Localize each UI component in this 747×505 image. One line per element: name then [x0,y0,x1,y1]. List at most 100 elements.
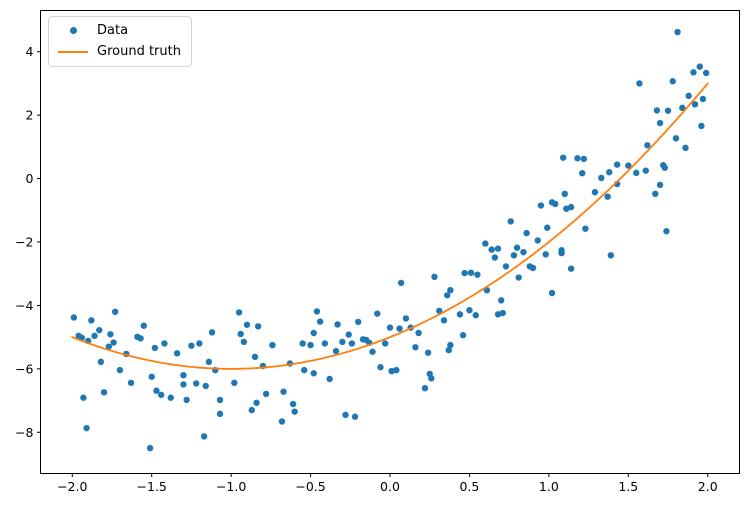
scatter-point [574,155,581,162]
scatter-point [702,69,710,77]
y-axis-tick-label: 2 [26,108,34,123]
scatter-point [591,189,599,196]
scatter-point [161,340,168,347]
scatter-point [140,322,147,329]
scatter-point [674,28,681,36]
y-axis-tick-label: −6 [15,361,33,376]
scatter-point [388,367,395,375]
scatter-point [280,388,287,395]
scatter-point [334,321,341,328]
x-axis-tick-label: −2.0 [57,479,87,494]
scatter-point [167,394,174,401]
scatter-point [691,101,699,108]
scatter-point [559,154,567,161]
ground-truth-curve [71,82,709,370]
x-axis-tick-label: −1.5 [137,479,167,494]
y-axis-tick-label: −2 [15,235,33,250]
scatter-point [696,63,703,70]
scatter-point [248,406,255,414]
x-axis-tick-label: −1.0 [216,479,246,494]
y-axis-tick-label: −8 [15,425,33,440]
scatter-point [669,78,676,85]
scatter-point [100,389,108,396]
scatter-point [607,252,615,259]
scatter-point [653,107,661,114]
scatter-point [173,350,181,357]
scatter-point [534,237,541,244]
scatter-point [558,247,565,254]
plot-frame [40,10,740,474]
scatter-point [513,244,521,251]
scatter-point [402,315,410,322]
scatter-point [421,384,429,392]
scatter-point [345,331,352,338]
scatter-point [116,366,124,374]
scatter-point [151,344,159,352]
scatter-point [202,382,209,390]
scatter-point [552,200,559,208]
scatter-point [548,289,556,297]
scatter-point [153,387,160,394]
scatter-point [682,144,689,152]
scatter-point [97,358,105,366]
scatter-point [613,161,621,168]
scatter-point [231,379,238,386]
scatter-point [188,342,195,349]
scatter-point [660,162,667,169]
scatter-point [459,332,467,339]
scatter-point [216,410,224,418]
y-axis-tick-label: 4 [26,44,34,59]
scatter-point [326,375,333,383]
scatter-point [515,274,522,281]
scatter-point [542,251,549,258]
scatter-point [321,340,329,347]
scatter-point [642,167,649,174]
scatter-point [440,317,448,324]
scatter-point [382,340,389,347]
legend-label-ground-truth: Ground truth [97,44,181,59]
scatter-point [579,169,586,177]
scatter-point [397,279,405,287]
scatter-point [656,119,664,127]
scatter-point [656,181,664,189]
scatter-point [332,347,340,355]
scatter-point [355,318,362,326]
ground-truth-line-icon [58,50,88,53]
x-axis-tick-label: 2.0 [698,479,718,494]
scatter-point [192,380,200,387]
scatter-point [137,335,144,342]
scatter-point [412,344,419,351]
scatter-point [436,307,443,315]
scatter-point [529,264,537,272]
scatter-point [636,80,643,87]
scatter-point [91,332,98,340]
x-axis-tick-label: 0.5 [459,479,479,494]
legend: Data Ground truth [48,16,192,67]
scatter-point [523,229,530,237]
scatter-point [510,252,518,259]
x-axis-tick-label: 0.0 [380,479,400,494]
scatter-point [494,245,502,252]
scatter-point [110,339,117,346]
scatter-point [291,408,298,415]
scatter-point [237,330,244,338]
legend-label-data: Data [97,23,129,38]
scatter-point [443,292,451,299]
scatter-point [196,340,203,347]
scatter-point [299,340,306,347]
scatter-point [467,269,475,276]
scatter-point [342,411,349,419]
scatter-point [582,225,589,232]
scatter-point [445,346,452,354]
scatter-point [424,349,432,356]
scatter-point [644,142,651,149]
scatter-point [254,323,262,330]
scatter-point [289,400,297,408]
x-axis-tick-label: 1.0 [539,479,559,494]
scatter-point [415,329,422,337]
scatter-point [544,224,551,231]
scatter-point [491,254,499,261]
scatter-point [374,310,381,317]
